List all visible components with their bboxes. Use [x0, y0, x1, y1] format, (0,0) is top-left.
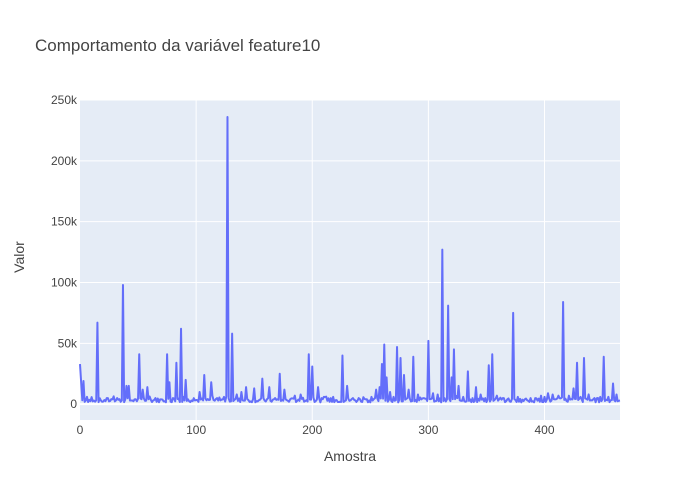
- y-tick-label: 0: [70, 397, 77, 411]
- y-tick-label: 50k: [58, 336, 78, 350]
- plot-area: [80, 100, 620, 420]
- y-tick-label: 200k: [51, 154, 78, 168]
- y-tick-label: 100k: [51, 276, 78, 290]
- x-axis-title: Amostra: [324, 448, 376, 464]
- x-tick-label: 100: [186, 423, 206, 437]
- chart-title: Comportamento da variável feature10: [35, 36, 320, 55]
- x-tick-label: 200: [302, 423, 322, 437]
- y-axis-ticks: 0 50k 100k 150k 200k 250k: [51, 93, 78, 411]
- y-tick-label: 150k: [51, 215, 78, 229]
- x-tick-label: 300: [418, 423, 438, 437]
- y-axis-title: Valor: [11, 241, 27, 273]
- x-tick-label: 400: [535, 423, 555, 437]
- x-tick-label: 0: [77, 423, 84, 437]
- series-line: [79, 116, 621, 404]
- x-axis-ticks: 0 100 200 300 400: [77, 423, 555, 437]
- y-tick-label: 250k: [51, 93, 78, 107]
- gridlines: [80, 99, 620, 420]
